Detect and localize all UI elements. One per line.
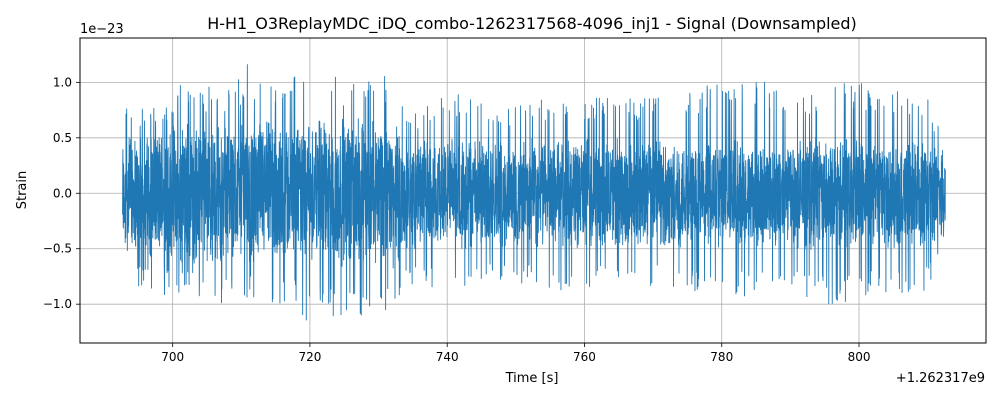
y-tick-label: 0.0 [53,186,72,200]
y-tick-label: −1.0 [43,297,72,311]
x-offset-label: +1.262317e9 [896,371,985,386]
x-tick-label: 700 [161,350,184,364]
x-tick-label: 720 [298,350,321,364]
chart-title: H-H1_O3ReplayMDC_iDQ_combo-1262317568-40… [207,14,857,34]
plot-area-frame [79,37,987,344]
x-axis-ticks: 700 720 740 760 780 800 [161,343,870,364]
y-tick-label: 1.0 [53,75,72,89]
y-axis-ticks: −1.0 −0.5 0.0 0.5 1.0 [43,75,80,311]
y-scale-label: 1e−23 [80,22,124,37]
x-tick-label: 780 [710,350,733,364]
x-axis-label: Time [s] [505,371,559,386]
x-tick-label: 760 [573,350,596,364]
x-tick-label: 800 [848,350,871,364]
y-axis-label: Strain [15,171,30,210]
signal-line [122,64,946,321]
y-tick-label: −0.5 [43,242,72,256]
x-tick-label: 740 [436,350,459,364]
signal-series [122,64,946,321]
y-tick-label: 0.5 [53,131,72,145]
